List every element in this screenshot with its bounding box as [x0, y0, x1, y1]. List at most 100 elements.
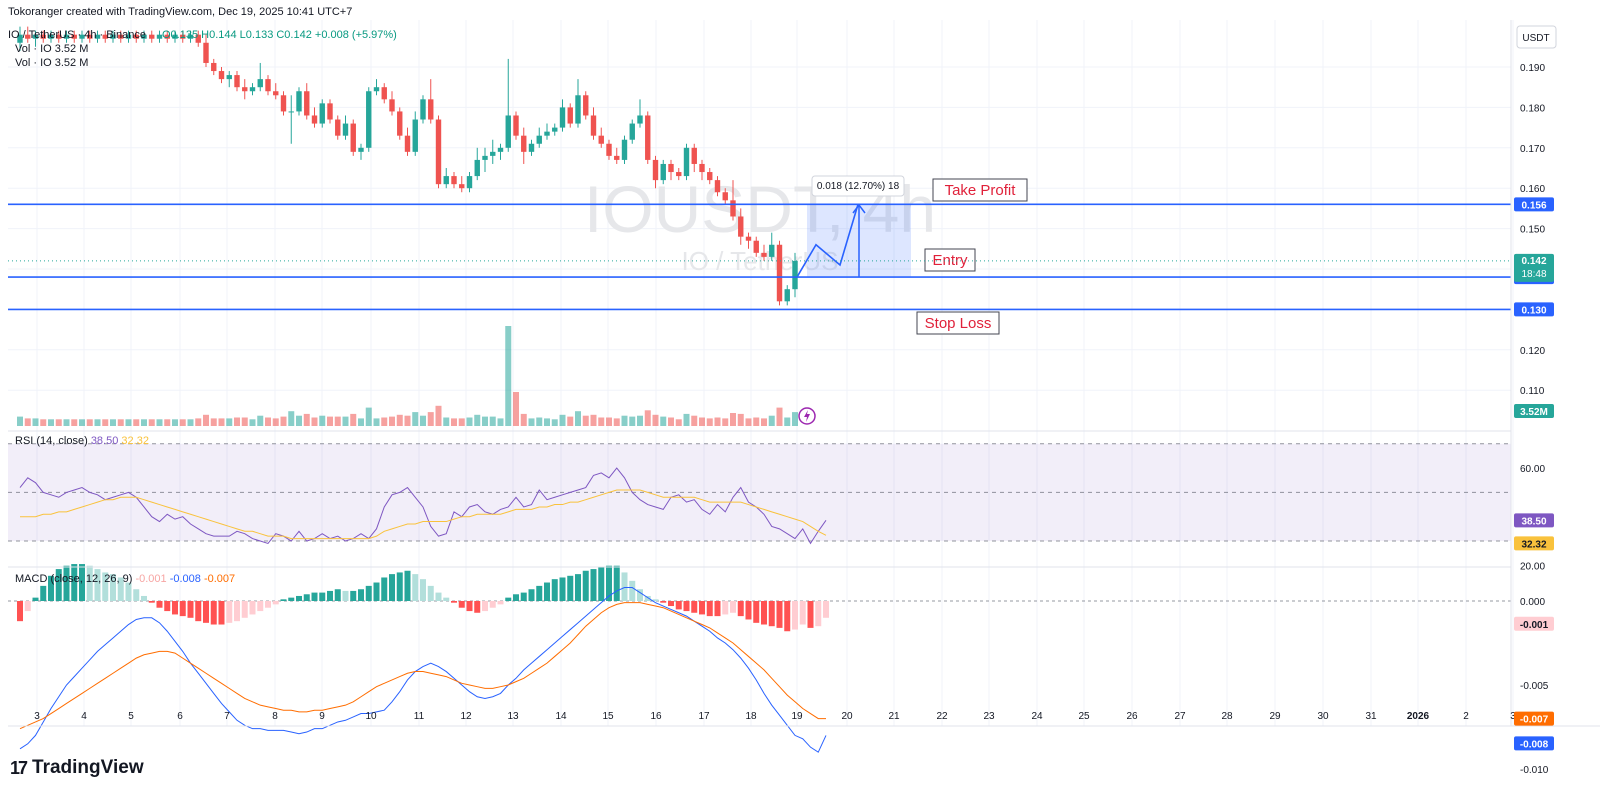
volume-bar-9	[86, 419, 93, 426]
rsi-pane[interactable]	[8, 443, 1511, 545]
volume-legend-2[interactable]: Vol · IO 3.52 M	[15, 57, 89, 69]
macd-hist-bar-76	[606, 565, 612, 601]
macd-hist-bar-55	[443, 597, 450, 601]
measure-tool[interactable]: 0.018 (12.70%) 18	[796, 175, 911, 278]
candle-body-77	[614, 155, 620, 160]
candle-body-76	[606, 143, 612, 156]
candle-body-46	[373, 87, 380, 92]
volume-bar-22	[187, 419, 194, 426]
macd-hist-bar-19	[164, 601, 171, 612]
volume-tag-bg	[1514, 404, 1554, 418]
volume-bar-39	[319, 415, 326, 426]
volume-bar-51	[412, 412, 419, 426]
volume-bar-41	[334, 416, 341, 426]
candle-body-63	[505, 115, 511, 148]
volume-bar-91	[722, 418, 729, 426]
volume-bar-70	[559, 414, 566, 426]
volume-bar-95	[753, 417, 760, 426]
macd-hist-bar-31	[257, 601, 264, 612]
candle-body-47	[381, 87, 387, 100]
candle-body-34	[280, 95, 287, 112]
macd-hist-bar-36	[296, 595, 302, 601]
volume-bar-58	[466, 417, 473, 426]
macd-hist-bar-52	[420, 579, 426, 601]
macd-hist-bar-34	[280, 599, 287, 601]
symbol-title[interactable]: IO / TetherUS · 4h · Binance	[8, 29, 146, 41]
candle-body-51	[412, 119, 418, 152]
volume-bar-86	[683, 413, 690, 426]
volume-bar-24	[203, 414, 209, 426]
rsi-ma-value: 32.32	[121, 435, 149, 447]
candles[interactable]	[17, 26, 798, 306]
time-axis[interactable]: 3 4 5 6 7 8 9 10 11 12 13 14 15 16 17 18 19 20 21 22 23 24 25 2…	[34, 711, 1516, 722]
volume-bar-15	[133, 419, 140, 426]
time-tick-14: 17	[698, 711, 710, 722]
volume-bar-32	[265, 417, 271, 426]
volume-bar-49	[396, 414, 403, 426]
plot-area[interactable]	[8, 20, 1511, 726]
price-tick-4: 0.150	[1520, 225, 1545, 236]
candle-body-69	[552, 127, 558, 132]
macd-hist-bar-0	[17, 601, 23, 622]
macd-pane[interactable]	[8, 564, 1511, 753]
candle-body-58	[466, 176, 473, 189]
candle-body-67	[536, 135, 542, 144]
volume-bar-56	[451, 418, 457, 426]
time-tick-8: 11	[414, 711, 425, 722]
time-tick-20: 23	[983, 711, 995, 722]
macd-series-1	[19, 602, 826, 730]
time-tick-2: 5	[128, 711, 134, 722]
volume-tag: 3.52M	[1520, 407, 1548, 418]
macd-legend[interactable]: MACD (close, 12, 26, 9) -0.001 -0.008 -0…	[15, 573, 235, 585]
macd-hist-bar-7	[71, 564, 78, 601]
macd-hist-bar-45	[365, 585, 372, 601]
volume-bar-19	[164, 419, 171, 426]
macd-hist-bar-17	[148, 601, 155, 603]
chart-credit: Tokoranger created with TradingView.com,…	[8, 6, 353, 18]
volume-bar-62	[497, 418, 504, 426]
macd-hist-bar-80	[637, 589, 643, 601]
volume-legend-1[interactable]: Vol · IO 3.52 M	[15, 43, 89, 55]
macd-hist-bar-59	[474, 601, 481, 613]
volume-bar-13	[117, 419, 124, 426]
macd-tick-0: 0.000	[1520, 597, 1545, 608]
price-levels[interactable]: Take Profit Entry Stop Loss	[8, 178, 1511, 335]
macd-hist-bar-86	[683, 601, 690, 612]
macd-hist-bar-66	[528, 589, 535, 601]
macd-hist-bar-42	[342, 590, 349, 601]
macd-hist-bar-41	[334, 589, 341, 601]
candle-body-23	[195, 34, 201, 43]
candle-body-65	[521, 135, 527, 152]
rsi-legend[interactable]: RSI (14, close) 38.50 32.32	[15, 435, 149, 447]
time-tick-31: 3	[1510, 711, 1516, 722]
volume-bar-5	[55, 419, 62, 426]
macd-hist-bar-9	[86, 565, 93, 601]
macd-hist-bar-20	[172, 601, 178, 615]
volume-bar-80	[637, 415, 643, 426]
macd-hist-bar-95	[753, 601, 760, 623]
volume-bar-60	[482, 416, 488, 426]
volume-bar-77	[613, 418, 620, 426]
candle-body-19	[164, 34, 170, 39]
candle-body-98	[776, 244, 783, 302]
macd-hist-bar-14	[125, 582, 132, 601]
volume-bar-90	[714, 417, 721, 426]
currency-box[interactable]	[1516, 25, 1557, 49]
macd-hist-bar-29	[241, 601, 248, 618]
volume-bar-8	[79, 419, 85, 426]
candle-body-24	[203, 42, 209, 63]
macd-hist-bar-85	[675, 601, 682, 610]
volume-bar-0	[17, 416, 23, 426]
price-axis[interactable]: 0.190 0.180 0.170 0.160 0.150 0.120 0.110 60.00…	[1520, 63, 1549, 776]
volume-bar-71	[567, 416, 574, 426]
volume-bar-94	[745, 418, 752, 426]
rsi-ma-tag: 32.32	[1521, 539, 1546, 550]
volume-bar-73	[582, 415, 589, 426]
tradingview-logo[interactable]: 17 TradingView	[10, 757, 144, 779]
macd-hist-bar-88	[699, 601, 705, 615]
candle-body-91	[722, 192, 728, 201]
time-tick-16: 19	[791, 711, 803, 722]
time-tick-22: 25	[1078, 711, 1090, 722]
tradingview-logo-icon: 17	[10, 757, 28, 778]
